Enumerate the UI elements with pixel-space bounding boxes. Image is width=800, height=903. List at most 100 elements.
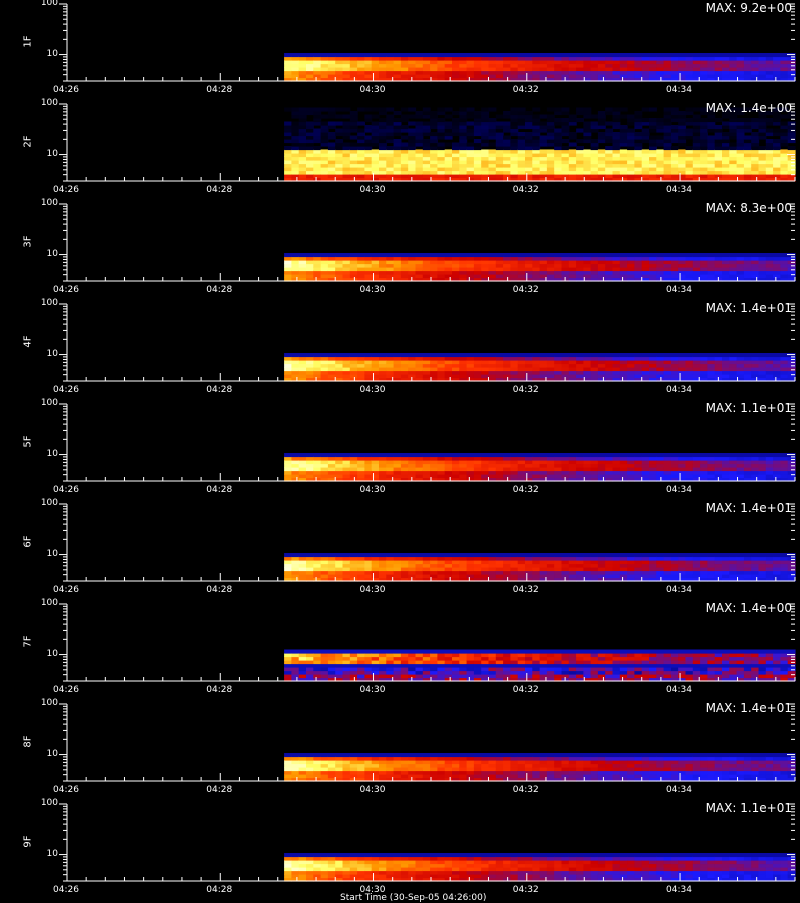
heatmap-cell	[707, 360, 715, 364]
heatmap-cell	[693, 571, 701, 575]
heatmap-cell	[707, 560, 715, 564]
heatmap-cell	[686, 474, 694, 478]
heatmap-cell	[430, 453, 438, 457]
heatmap-cell	[379, 457, 387, 461]
heatmap-cell	[656, 360, 664, 364]
heatmap-cell	[430, 111, 438, 115]
heatmap-cell	[467, 136, 475, 140]
heatmap-cell	[416, 264, 424, 268]
heatmap-cell	[664, 57, 672, 61]
heatmap-cell	[291, 143, 299, 147]
heatmap-cell	[583, 53, 591, 57]
heatmap-cell	[372, 374, 380, 378]
heatmap-cell	[328, 453, 336, 457]
heatmap-cell	[715, 371, 723, 375]
heatmap-cell	[386, 125, 394, 129]
heatmap-cell	[306, 650, 314, 654]
heatmap-cell	[744, 457, 752, 461]
heatmap-cell	[394, 118, 402, 122]
heatmap-cell	[532, 160, 540, 164]
heatmap-cell	[532, 674, 540, 678]
heatmap-cell	[372, 132, 380, 136]
heatmap-cell	[489, 571, 497, 575]
heatmap-cell	[576, 253, 584, 257]
heatmap-cell	[343, 160, 351, 164]
heatmap-cell	[715, 167, 723, 171]
heatmap-cell	[583, 71, 591, 75]
heatmap-cell	[423, 267, 431, 271]
heatmap-cell	[664, 557, 672, 561]
heatmap-cell	[605, 139, 613, 143]
heatmap-cell	[766, 60, 774, 64]
heatmap-cell	[627, 364, 635, 368]
heatmap-cell	[649, 364, 657, 368]
heatmap-cell	[321, 553, 329, 557]
heatmap-cell	[605, 357, 613, 361]
heatmap-cell	[284, 357, 292, 361]
heatmap-cell	[664, 139, 672, 143]
heatmap-cell	[335, 453, 343, 457]
heatmap-cell	[299, 267, 307, 271]
heatmap-cell	[291, 67, 299, 71]
heatmap-cell	[459, 143, 467, 147]
heatmap-cell	[321, 650, 329, 654]
heatmap-cell	[656, 136, 664, 140]
heatmap-cell	[313, 160, 321, 164]
heatmap-cell	[459, 253, 467, 257]
heatmap-cell	[788, 171, 796, 175]
heatmap-cell	[583, 660, 591, 664]
heatmap-cell	[627, 160, 635, 164]
heatmap-cell	[532, 118, 540, 122]
heatmap-cell	[678, 67, 686, 71]
heatmap-cell	[496, 164, 504, 168]
heatmap-cell	[547, 153, 555, 157]
heatmap-cell	[598, 367, 606, 371]
heatmap-cell	[416, 122, 424, 126]
heatmap-cell	[576, 467, 584, 471]
heatmap-cell	[634, 164, 642, 168]
heatmap-cell	[372, 464, 380, 468]
heatmap-cell	[328, 115, 336, 119]
heatmap-cell	[649, 139, 657, 143]
heatmap-cell	[686, 467, 694, 471]
heatmap-cell	[357, 453, 365, 457]
heatmap-cell	[445, 115, 453, 119]
heatmap-cell	[598, 667, 606, 671]
heatmap-cell	[445, 457, 453, 461]
heatmap-cell	[408, 150, 416, 154]
heatmap-cell	[773, 564, 781, 568]
heatmap-cell	[642, 567, 650, 571]
heatmap-cell	[576, 564, 584, 568]
heatmap-cell	[598, 571, 606, 575]
heatmap-cell	[686, 560, 694, 564]
heatmap-cell	[408, 271, 416, 275]
heatmap-cell	[591, 371, 599, 375]
heatmap-cell	[605, 567, 613, 571]
heatmap-cell	[408, 553, 416, 557]
heatmap-cell	[467, 271, 475, 275]
heatmap-cell	[452, 167, 460, 171]
heatmap-cell	[350, 264, 358, 268]
heatmap-cell	[408, 57, 416, 61]
heatmap-cell	[430, 660, 438, 664]
heatmap-cell	[707, 71, 715, 75]
heatmap-cell	[284, 150, 292, 154]
heatmap-cell	[299, 660, 307, 664]
heatmap-cell	[372, 257, 380, 261]
heatmap-cell	[554, 64, 562, 68]
heatmap-cell	[401, 150, 409, 154]
heatmap-cell	[525, 157, 533, 161]
heatmap-cell	[291, 174, 299, 178]
heatmap-cell	[569, 132, 577, 136]
heatmap-cell	[489, 71, 497, 75]
heatmap-cell	[379, 132, 387, 136]
heatmap-cell	[284, 271, 292, 275]
heatmap-cell	[437, 64, 445, 68]
heatmap-cell	[364, 557, 372, 561]
heatmap-cell	[335, 264, 343, 268]
heatmap-cell	[583, 136, 591, 140]
heatmap-cell	[299, 453, 307, 457]
heatmap-cell	[343, 67, 351, 71]
heatmap-cell	[620, 253, 628, 257]
heatmap-cell	[642, 64, 650, 68]
